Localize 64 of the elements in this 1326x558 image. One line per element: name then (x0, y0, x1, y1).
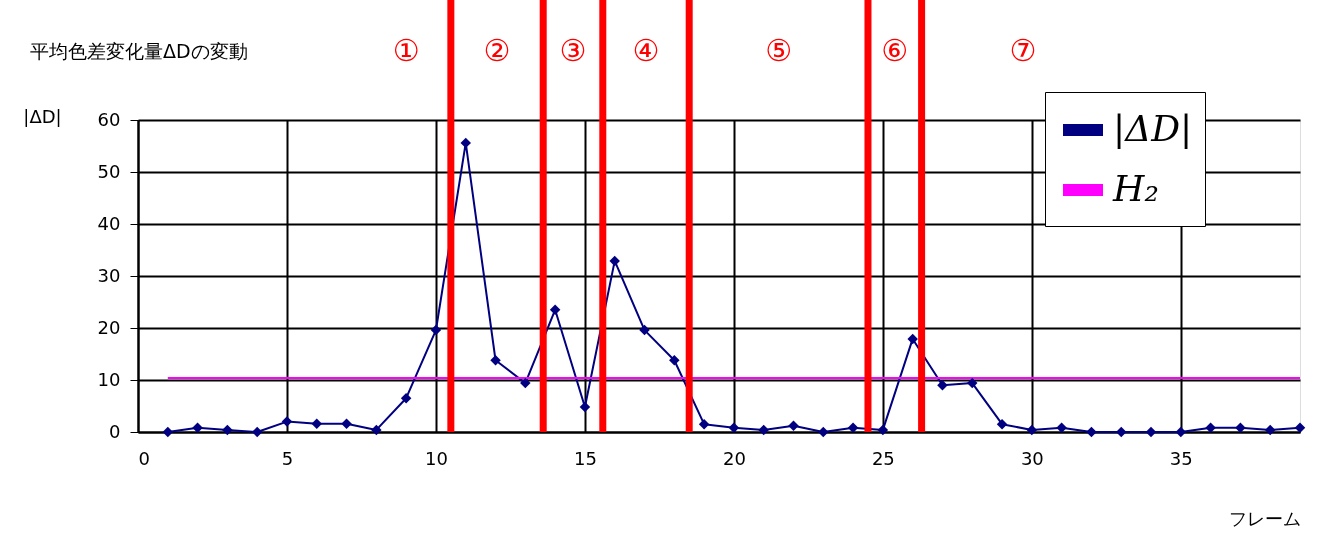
point (281, 416, 293, 427)
point (579, 401, 591, 413)
x-tick-label: 15 (573, 447, 597, 469)
point (1145, 426, 1157, 438)
chart-title: 平均色差変化量ΔDの変動 (30, 40, 248, 62)
text: ③ (559, 33, 587, 68)
y-axis-title: |ΔD| (23, 105, 62, 127)
text: ⑥ (881, 33, 909, 68)
y-tick-label: 30 (97, 264, 121, 286)
point (549, 304, 561, 316)
x-tick-label: 5 (281, 447, 294, 469)
text: ④ (632, 33, 660, 68)
point (400, 392, 412, 404)
point (937, 379, 948, 391)
text: ② (483, 33, 511, 68)
point (1175, 426, 1187, 438)
point (371, 424, 382, 436)
text: ⑦ (1009, 33, 1037, 68)
point (758, 424, 769, 436)
y-tick-label: 50 (97, 160, 121, 182)
x-tick-label: 25 (871, 447, 895, 469)
text: ① (392, 33, 420, 68)
x-tick-label: 35 (1169, 447, 1193, 469)
point (1086, 426, 1097, 438)
point (430, 324, 442, 336)
point (1294, 422, 1306, 434)
point (341, 418, 352, 429)
point (967, 377, 978, 389)
point (907, 333, 918, 345)
y-tick-label: 60 (97, 108, 121, 130)
y-tick-label: 0 (109, 420, 121, 442)
y-tick-label: 10 (97, 368, 121, 390)
point (1026, 424, 1038, 436)
point (877, 424, 889, 436)
legend-label: |ΔD| (1113, 108, 1193, 149)
point (1205, 422, 1216, 434)
x-tick-label: 10 (425, 447, 448, 469)
point (818, 426, 829, 438)
point (520, 377, 531, 389)
point (192, 422, 203, 434)
point (669, 355, 680, 366)
y-tick-label: 40 (97, 212, 121, 234)
point (311, 418, 323, 429)
x-tick-label: 0 (138, 447, 150, 469)
x-tick-label: 20 (722, 447, 746, 469)
point (162, 426, 174, 438)
x-tick-label: 30 (1020, 447, 1044, 469)
point (639, 324, 650, 336)
point (996, 418, 1008, 430)
point (728, 422, 740, 434)
point (490, 355, 501, 366)
point (1235, 422, 1246, 434)
point (1056, 422, 1067, 434)
legend-label: H₂ (1112, 168, 1159, 209)
point (1264, 424, 1276, 436)
point (788, 420, 799, 431)
text: ⑤ (765, 33, 793, 68)
point (609, 255, 620, 267)
point (222, 424, 233, 436)
point (251, 426, 263, 438)
point (847, 422, 859, 434)
x-axis-title: フレーム (1228, 507, 1301, 529)
point (698, 418, 710, 430)
y-tick-label: 20 (97, 316, 121, 338)
